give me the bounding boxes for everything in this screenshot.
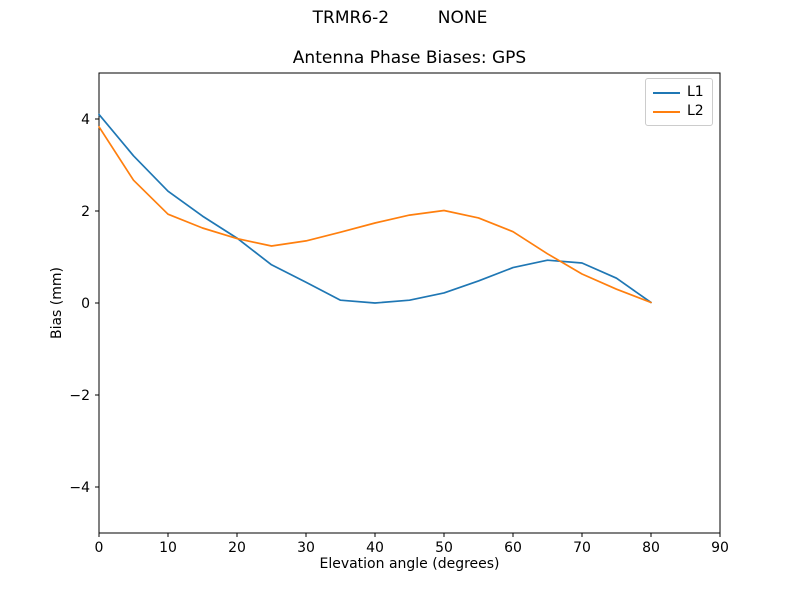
x-tick-label: 40 — [366, 540, 384, 556]
legend-item-l1: L1 — [653, 83, 704, 102]
x-tick-label: 20 — [228, 540, 246, 556]
figure-suptitle: TRMR6-2 NONE — [312, 8, 488, 28]
series-line-l1 — [98, 113, 652, 304]
series-line-l2 — [98, 125, 652, 304]
x-tick-label: 80 — [642, 540, 660, 556]
legend-line-swatch-l2 — [653, 110, 680, 113]
x-tick-label: 90 — [711, 540, 729, 556]
legend: L1 L2 — [645, 78, 713, 126]
legend-label-l1: L1 — [687, 84, 704, 100]
y-tick-label: 0 — [81, 296, 90, 312]
y-tick-label: 4 — [81, 112, 90, 128]
y-tick-label: −2 — [69, 388, 90, 404]
y-axis-label: Bias (mm) — [49, 266, 65, 340]
legend-line-swatch-l1 — [653, 91, 680, 94]
legend-item-l2: L2 — [653, 102, 704, 121]
chart-title: Antenna Phase Biases: GPS — [292, 48, 527, 68]
x-tick-label: 70 — [573, 540, 591, 556]
x-tick-label: 0 — [95, 540, 104, 556]
x-tick-label: 60 — [504, 540, 522, 556]
axes-frame — [98, 72, 721, 534]
x-axis-label: Elevation angle (degrees) — [319, 556, 500, 572]
x-tick-label: 10 — [159, 540, 177, 556]
y-tick-label: −4 — [69, 480, 90, 496]
x-tick-label: 50 — [435, 540, 453, 556]
x-tick-label: 30 — [297, 540, 315, 556]
y-tick-label: 2 — [81, 204, 90, 220]
legend-label-l2: L2 — [687, 103, 704, 119]
